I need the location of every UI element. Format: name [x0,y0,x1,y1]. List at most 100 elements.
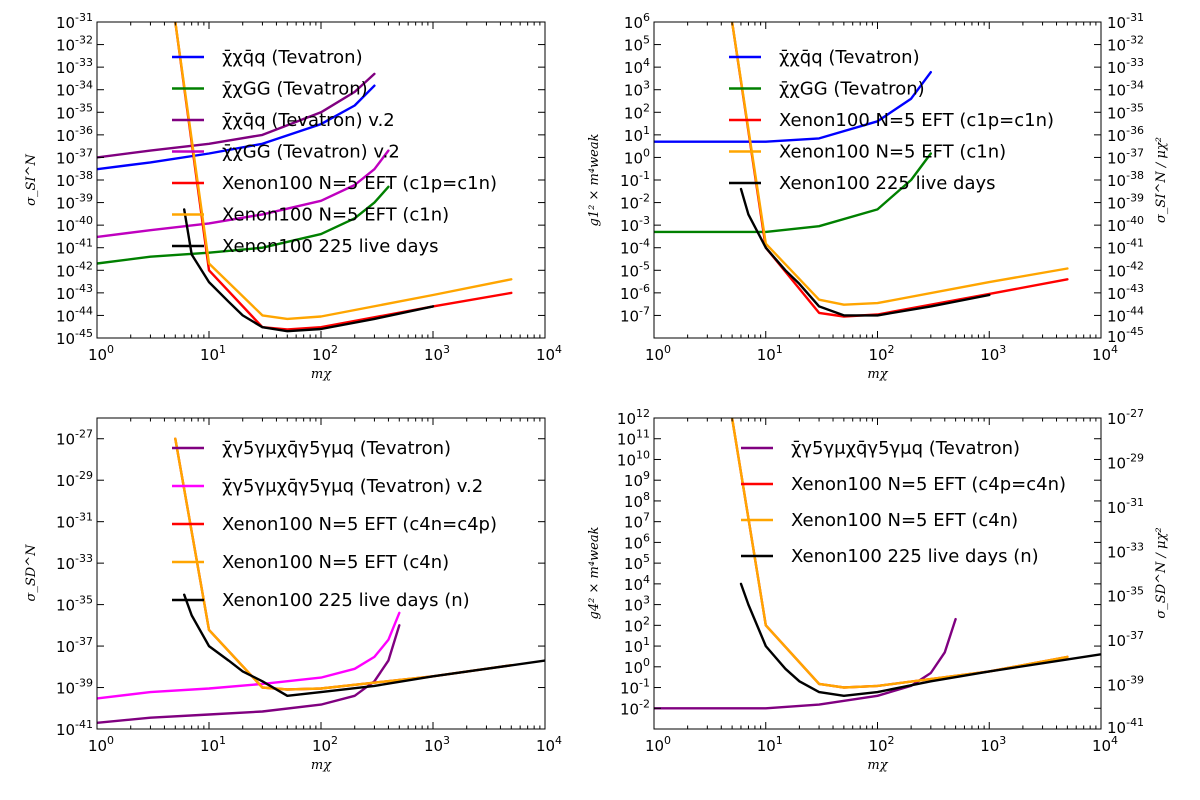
right-tick-label: 10-34 [1107,79,1144,100]
y-tick-label: 10-7 [620,304,650,325]
chart-panel-3: 100 101 102 103 104 10-41 10-39 10-37 10-35 10-33… [24,417,562,773]
y-tick-label: 10-1 [620,677,650,698]
right-tick-label: 10-44 [1107,304,1144,325]
x-tick-label: 103 [424,343,450,364]
right-tick-label: 10-41 [1107,237,1144,258]
right-tick-label: 10-37 [1107,629,1144,650]
y-tick-label: 101 [624,635,650,656]
legend-label: χ̄χq̄q (Tevatron) [222,47,363,68]
legend-label: Xenon100 N=5 EFT (c4n) [222,552,449,573]
y-tick-label: 100 [624,656,650,677]
y-tick-label: 10-36 [56,124,93,145]
legend-label: χ̄χGG (Tevatron) [779,79,925,100]
y-tick-label: 104 [624,573,650,594]
right-tick-label: 10-33 [1107,56,1144,77]
plot-frame [653,417,1102,730]
y-tick-label: 10-2 [620,192,650,213]
series-line-2 [654,152,932,234]
y-tick-label: 106 [624,531,650,552]
right-tick-label: 10-29 [1107,451,1144,472]
y-tick-label: 10-37 [56,635,93,656]
legend-label: χ̄χq̄q (Tevatron) v.2 [222,110,395,131]
series-line-4 [97,149,390,239]
legend-label: Xenon100 N=5 EFT (c1n) [779,142,1006,163]
legend-label: χ̄γ5γμχq̄γ5γμq (Tevatron) [222,438,451,459]
right-tick-label: 10-32 [1107,34,1144,55]
y-tick-label: 106 [624,11,650,32]
legend-label: Xenon100 N=5 EFT (c4n=c4p) [222,514,497,535]
y-tick-label: 10-41 [56,237,93,258]
right-tick-label: 10-43 [1107,282,1144,303]
y-tick-label: 10-40 [56,214,93,235]
x-axis-label: mχ [867,758,888,773]
right-tick-label: 10-27 [1107,407,1144,428]
legend: χ̄γ5γμχq̄γ5γμq (Tevatron) χ̄γ5γμχq̄γ5γμq … [172,438,497,611]
chart-panel-4: 100 101 102 103 10410-210-110010110210310410… [587,407,1169,773]
series-line-2 [97,185,390,265]
y-tick-label: 10-3 [620,214,650,235]
legend-label: Xenon100 N=5 EFT (c4n) [791,510,1018,531]
right-tick-label: 10-36 [1107,124,1144,145]
y-tick-label: 10-35 [56,101,93,122]
y-tick-label: 10-5 [620,259,650,280]
y-tick-label: 10-33 [56,56,93,77]
x-tick-label: 104 [536,734,562,755]
legend-label: Xenon100 N=5 EFT (c1n) [222,205,449,226]
x-tick-label: 102 [868,734,894,755]
y-tick-label: 10-37 [56,146,93,167]
y-tick-label: 102 [624,614,650,635]
y-tick-label: 10-35 [56,594,93,615]
y-tick-label: 10-27 [56,428,93,449]
y-tick-label: 10-2 [620,697,650,718]
y-tick-label: 105 [624,34,650,55]
right-tick-label: 10-37 [1107,146,1144,167]
series-line-1 [654,617,957,710]
x-tick-label: 103 [980,343,1006,364]
x-tick-label: 100 [645,343,671,364]
x-axis-label: mχ [867,367,888,382]
x-tick-label: 101 [757,343,783,364]
right-tick-label: 10-41 [1107,716,1144,737]
y-axis-label: σ_SI^N [24,154,39,206]
x-tick-label: 104 [1092,343,1118,364]
y-tick-label: 10-31 [56,11,93,32]
right-tick-label: 10-38 [1107,169,1144,190]
y-tick-label: 10-33 [56,552,93,573]
right-tick-label: 10-35 [1107,585,1144,606]
right-tick-label: 10-45 [1107,325,1144,346]
y-tick-label: 108 [624,490,650,511]
right-tick-label: 10-40 [1107,214,1144,235]
y-tick-label: 100 [624,146,650,167]
series-line-3 [97,72,376,159]
y-tick-label: 104 [624,56,650,77]
y-tick-label: 10-4 [620,237,650,258]
legend-label: Xenon100 N=5 EFT (c1p=c1n) [779,110,1054,131]
y-axis-label: g4² × m⁴weak [587,526,602,619]
y-tick-label: 10-6 [620,282,650,303]
x-axis-label: mχ [311,367,332,382]
legend-label: Xenon100 225 live days [222,236,439,257]
y-tick-label: 10-43 [56,282,93,303]
y-tick-label: 1010 [617,448,650,469]
y-tick-label: 101 [624,124,650,145]
series-line-4 [739,582,1101,697]
y-tick-label: 1012 [617,407,650,428]
y-tick-label: 10-42 [56,259,93,280]
x-tick-label: 103 [980,734,1006,755]
legend-label: χ̄χGG (Tevatron) v.2 [222,142,400,163]
right-tick-label: 10-31 [1107,11,1144,32]
x-tick-label: 100 [645,734,671,755]
series-line-2 [97,611,401,700]
y-tick-label: 10-38 [56,169,93,190]
x-tick-label: 101 [200,343,226,364]
right-tick-label: 10-42 [1107,259,1144,280]
legend-label: χ̄γ5γμχq̄γ5γμq (Tevatron) [791,438,1020,459]
y-tick-label: 105 [624,552,650,573]
legend-label: Xenon100 N=5 EFT (c4p=c4n) [791,474,1066,495]
y-tick-label: 10-31 [56,511,93,532]
series-line-7 [182,208,435,333]
right-tick-label: 10-33 [1107,540,1144,561]
y-tick-label: 10-44 [56,304,93,325]
x-tick-label: 102 [312,343,338,364]
x-tick-label: 102 [868,343,894,364]
